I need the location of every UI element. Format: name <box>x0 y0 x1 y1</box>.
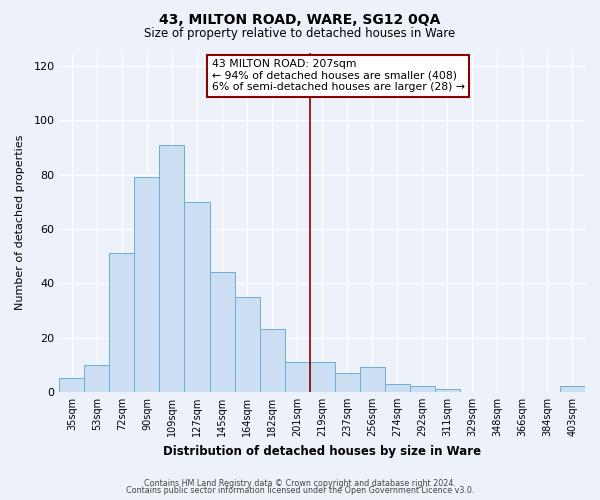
Bar <box>310 362 335 392</box>
Bar <box>385 384 410 392</box>
Bar <box>284 362 310 392</box>
Text: 43 MILTON ROAD: 207sqm
← 94% of detached houses are smaller (408)
6% of semi-det: 43 MILTON ROAD: 207sqm ← 94% of detached… <box>212 60 465 92</box>
Bar <box>134 178 160 392</box>
Bar <box>184 202 209 392</box>
Bar <box>435 389 460 392</box>
Bar <box>235 297 260 392</box>
Y-axis label: Number of detached properties: Number of detached properties <box>15 134 25 310</box>
X-axis label: Distribution of detached houses by size in Ware: Distribution of detached houses by size … <box>163 444 481 458</box>
Bar <box>360 368 385 392</box>
Bar <box>160 145 184 392</box>
Bar <box>209 272 235 392</box>
Text: 43, MILTON ROAD, WARE, SG12 0QA: 43, MILTON ROAD, WARE, SG12 0QA <box>160 12 440 26</box>
Bar <box>335 373 360 392</box>
Bar <box>109 254 134 392</box>
Text: Contains HM Land Registry data © Crown copyright and database right 2024.: Contains HM Land Registry data © Crown c… <box>144 478 456 488</box>
Text: Size of property relative to detached houses in Ware: Size of property relative to detached ho… <box>145 28 455 40</box>
Bar <box>59 378 85 392</box>
Bar <box>560 386 585 392</box>
Bar <box>260 330 284 392</box>
Bar <box>410 386 435 392</box>
Text: Contains public sector information licensed under the Open Government Licence v3: Contains public sector information licen… <box>126 486 474 495</box>
Bar <box>85 365 109 392</box>
